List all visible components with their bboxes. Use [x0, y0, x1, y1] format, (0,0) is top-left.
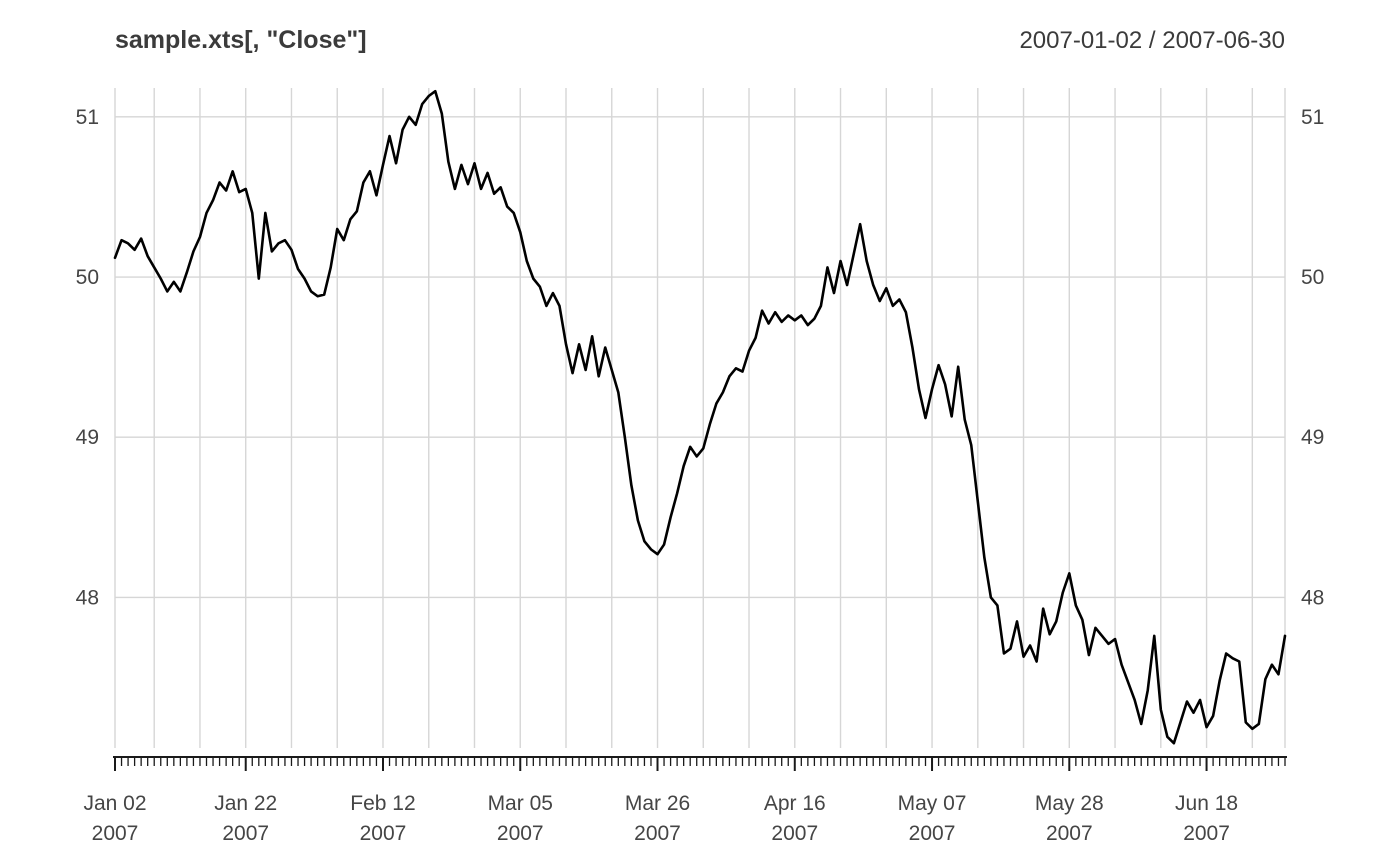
- x-axis-label-year: 2007: [909, 822, 956, 845]
- x-axis-label-date: Mar 05: [488, 792, 553, 815]
- x-axis-label-date: Jan 22: [214, 792, 277, 815]
- x-axis-label-year: 2007: [360, 822, 407, 845]
- chart-date-range: 2007-01-02 / 2007-06-30: [1019, 27, 1285, 54]
- x-axis-label-year: 2007: [771, 822, 818, 845]
- y-axis-label-right: 49: [1301, 426, 1324, 449]
- y-axis-label-left: 49: [76, 426, 99, 449]
- x-axis-label-year: 2007: [222, 822, 269, 845]
- y-axis-label-right: 48: [1301, 586, 1324, 609]
- x-axis-label-date: May 07: [898, 792, 967, 815]
- y-axis-label-left: 50: [76, 266, 99, 289]
- y-axis-label-right: 51: [1301, 106, 1324, 129]
- x-axis-label-date: May 28: [1035, 792, 1104, 815]
- x-axis-label-date: Mar 26: [625, 792, 690, 815]
- x-axis-label-year: 2007: [1183, 822, 1230, 845]
- y-axis-labels: 48 48 49 49 50 50 51 51: [76, 106, 1325, 610]
- x-axis-label-date: Jan 02: [83, 792, 146, 815]
- close-price-series: [113, 89, 1287, 745]
- horizontal-gridlines: [115, 116, 1285, 599]
- x-axis-label-year: 2007: [1046, 822, 1093, 845]
- x-axis-label-date: Apr 16: [764, 792, 826, 815]
- chart-title: sample.xts[, "Close"]: [115, 26, 367, 54]
- y-axis-label-left: 48: [76, 586, 99, 609]
- y-axis-label-right: 50: [1301, 266, 1324, 289]
- x-axis-label-date: Feb 12: [350, 792, 415, 815]
- x-axis-label-year: 2007: [497, 822, 544, 845]
- x-axis-label-date: Jun 18: [1175, 792, 1238, 815]
- x-axis-label-year: 2007: [634, 822, 681, 845]
- vertical-gridlines: [114, 88, 1286, 748]
- x-axis-label-year: 2007: [92, 822, 139, 845]
- y-axis-label-left: 51: [76, 106, 99, 129]
- x-axis: Jan 02 2007 Jan 22 2007 Feb 12 2007 Mar 05 2007…: [83, 756, 1287, 845]
- series-line: [113, 89, 1287, 745]
